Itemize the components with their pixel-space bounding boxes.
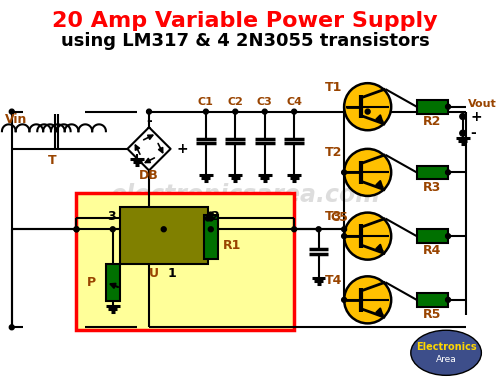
Text: 2: 2: [212, 210, 220, 223]
Bar: [106, 263, 120, 301]
Circle shape: [146, 109, 152, 114]
Circle shape: [292, 109, 296, 114]
Text: T1: T1: [324, 81, 342, 94]
Text: R4: R4: [423, 244, 442, 257]
Text: electronicsarea.com: electronicsarea.com: [110, 183, 380, 207]
Circle shape: [10, 325, 14, 330]
Circle shape: [204, 109, 208, 114]
Bar: [416, 166, 448, 179]
Text: C2: C2: [228, 97, 243, 107]
Circle shape: [208, 227, 213, 232]
Circle shape: [262, 109, 267, 114]
Ellipse shape: [411, 330, 482, 375]
Text: R3: R3: [423, 180, 442, 194]
Circle shape: [446, 297, 450, 302]
Text: C4: C4: [286, 97, 302, 107]
Text: 3: 3: [108, 210, 116, 223]
Circle shape: [342, 234, 346, 238]
Circle shape: [162, 227, 166, 232]
Circle shape: [316, 227, 321, 232]
Bar: [204, 215, 218, 259]
Text: C1: C1: [198, 97, 214, 107]
Text: T4: T4: [324, 274, 342, 287]
Circle shape: [208, 216, 213, 221]
Circle shape: [446, 234, 450, 238]
Text: Area: Area: [436, 355, 456, 364]
Circle shape: [292, 227, 296, 232]
Bar: [416, 100, 448, 114]
Bar: [416, 229, 448, 243]
Circle shape: [10, 109, 14, 114]
Text: -: -: [146, 114, 152, 128]
Text: R2: R2: [423, 115, 442, 128]
Text: -: -: [470, 126, 476, 140]
Circle shape: [446, 170, 450, 175]
Bar: [120, 207, 208, 263]
Circle shape: [460, 114, 466, 119]
Text: 20 Amp Variable Power Supply: 20 Amp Variable Power Supply: [52, 12, 438, 31]
Text: Vout: Vout: [468, 99, 496, 109]
Text: R5: R5: [423, 308, 442, 321]
Circle shape: [74, 227, 79, 232]
Circle shape: [110, 227, 115, 232]
Text: U: U: [149, 267, 159, 280]
Circle shape: [342, 170, 346, 175]
Text: Vin: Vin: [5, 113, 28, 126]
Text: +: +: [176, 142, 188, 156]
Circle shape: [446, 104, 450, 109]
Text: T2: T2: [324, 146, 342, 159]
Text: +: +: [470, 109, 482, 124]
Text: DB: DB: [139, 169, 159, 182]
Circle shape: [74, 227, 79, 232]
Circle shape: [344, 83, 391, 130]
Circle shape: [342, 227, 346, 232]
Circle shape: [365, 109, 370, 114]
Bar: [76, 193, 294, 330]
Text: P: P: [86, 276, 96, 289]
Text: 1: 1: [167, 267, 176, 280]
Circle shape: [344, 213, 391, 260]
Circle shape: [233, 109, 238, 114]
Circle shape: [206, 216, 210, 221]
Text: C5: C5: [330, 211, 348, 224]
Circle shape: [342, 297, 346, 302]
Text: T: T: [48, 154, 56, 167]
Text: T3: T3: [324, 210, 342, 223]
Text: using LM317 & 4 2N3055 transistors: using LM317 & 4 2N3055 transistors: [60, 32, 430, 50]
Circle shape: [208, 212, 213, 217]
Bar: [416, 293, 448, 307]
Text: C3: C3: [257, 97, 272, 107]
Circle shape: [344, 276, 391, 323]
Circle shape: [460, 130, 466, 136]
Text: Electronics: Electronics: [416, 342, 476, 352]
Text: R1: R1: [222, 239, 241, 252]
Circle shape: [344, 149, 391, 196]
